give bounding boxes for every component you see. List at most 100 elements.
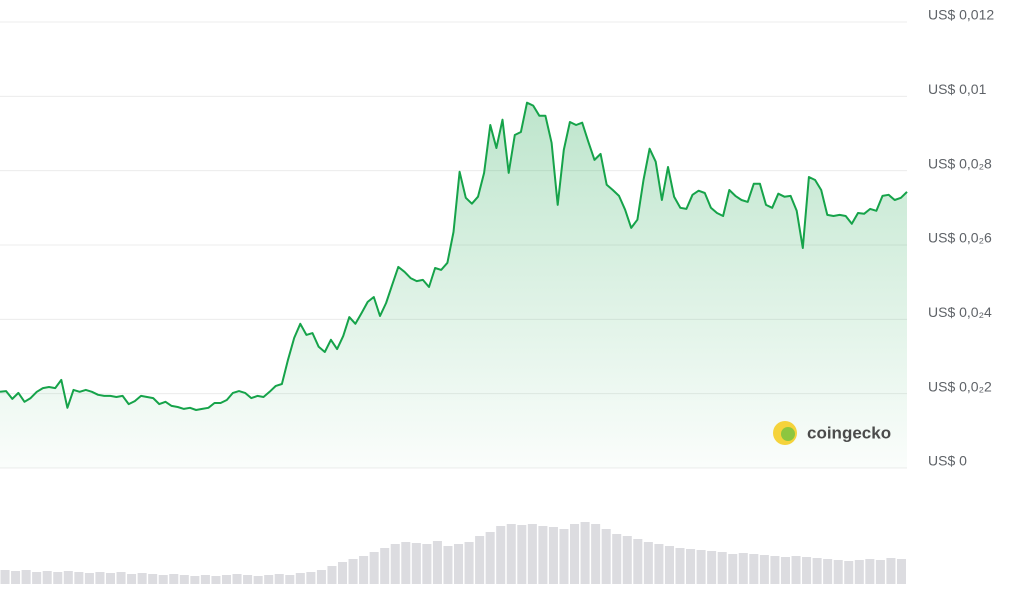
volume-bar <box>74 572 84 584</box>
y-tick-label: US$ 0 <box>928 453 967 469</box>
volume-bar <box>454 544 464 584</box>
volume-bar <box>243 575 253 584</box>
volume-bar <box>643 542 653 584</box>
volume-bar <box>875 560 885 584</box>
volume-bar <box>32 572 42 584</box>
volume-bar <box>591 524 601 584</box>
watermark-text: coingecko <box>807 423 891 442</box>
volume-bar <box>306 572 316 584</box>
volume-bar <box>612 534 622 584</box>
volume-bar <box>527 524 537 584</box>
volume-bar <box>812 558 822 584</box>
volume-bar <box>686 549 696 584</box>
volume-bar <box>654 544 664 584</box>
volume-bar <box>443 546 453 584</box>
volume-bar <box>274 574 284 584</box>
volume-bar <box>538 526 548 584</box>
volume-bar <box>844 561 854 584</box>
volume <box>0 522 906 584</box>
volume-bar <box>728 554 738 584</box>
volume-bar <box>580 522 590 584</box>
volume-bar <box>11 571 21 584</box>
volume-bar <box>759 555 769 584</box>
volume-bar <box>359 556 369 584</box>
volume-bar <box>380 548 390 584</box>
volume-bar <box>0 570 10 584</box>
volume-bar <box>696 550 706 584</box>
volume-bar <box>664 546 674 584</box>
volume-bar <box>475 536 485 584</box>
volume-bar <box>327 566 337 584</box>
volume-bar <box>127 574 137 584</box>
volume-bar <box>823 559 833 584</box>
volume-bar <box>633 539 643 584</box>
volume-bar <box>570 524 580 584</box>
volume-bar <box>707 551 717 584</box>
volume-bar <box>791 556 801 584</box>
volume-bar <box>896 559 906 584</box>
volume-bar <box>221 575 232 584</box>
volume-bar <box>548 527 558 584</box>
volume-bar <box>285 575 295 584</box>
volume-bar <box>63 571 73 584</box>
volume-bar <box>84 573 94 584</box>
volume-bar <box>506 524 516 584</box>
volume-bar <box>464 542 474 584</box>
volume-bar <box>717 552 727 584</box>
volume-bar <box>316 570 326 584</box>
volume-bar <box>95 572 105 584</box>
volume-bar <box>432 541 442 584</box>
volume-bar <box>559 529 569 584</box>
volume-bar <box>200 575 210 584</box>
volume-bar <box>158 575 168 584</box>
watermark: coingecko <box>773 421 891 445</box>
volume-bar <box>411 543 421 584</box>
volume-bar <box>116 572 126 584</box>
volume-bar <box>42 571 52 584</box>
plot <box>0 101 908 468</box>
volume-bar <box>401 542 411 584</box>
volume-bar <box>601 529 611 584</box>
volume-bar <box>295 573 305 584</box>
volume-bar <box>264 575 274 584</box>
volume-bar <box>770 556 780 584</box>
y-tick-label: US$ 0,0₂6 <box>928 230 992 246</box>
volume-bar <box>738 553 748 584</box>
volume-bar <box>422 544 432 584</box>
y-tick-label: US$ 0,012 <box>928 7 994 23</box>
volume-bar <box>865 559 875 584</box>
area <box>0 102 907 468</box>
volume-bar <box>337 562 348 584</box>
y-tick-label: US$ 0,0₂4 <box>928 304 992 320</box>
volume-bar <box>886 558 896 584</box>
volume-bar <box>190 576 200 584</box>
volume-bar <box>517 525 527 584</box>
volume-bar <box>179 575 189 584</box>
volume-bar <box>780 557 790 584</box>
volume-bar <box>833 560 843 584</box>
volume-bar <box>53 572 63 584</box>
y-tick-label: US$ 0,0₂8 <box>928 155 992 171</box>
volume-bar <box>253 576 263 584</box>
volume-bar <box>232 574 242 584</box>
volume-bar <box>348 559 358 584</box>
volume-bar <box>105 573 116 584</box>
price-line <box>0 101 908 411</box>
volume-bar <box>496 526 506 584</box>
volume-bar <box>169 574 179 584</box>
volume-bar <box>622 536 632 584</box>
volume-bar <box>137 573 147 584</box>
volume-bar <box>211 576 221 584</box>
volume-bar <box>802 557 812 584</box>
volume-bar <box>369 552 379 584</box>
volume-bar <box>148 574 158 584</box>
volume-bar <box>21 570 31 584</box>
volume-bar <box>749 554 759 584</box>
volume-bar <box>390 544 400 584</box>
y-tick-label: US$ 0,01 <box>928 81 987 97</box>
volume-bar <box>675 548 685 584</box>
volume-bar <box>854 560 864 584</box>
y-tick-label: US$ 0,0₂2 <box>928 378 992 394</box>
logo-inner <box>781 427 795 441</box>
